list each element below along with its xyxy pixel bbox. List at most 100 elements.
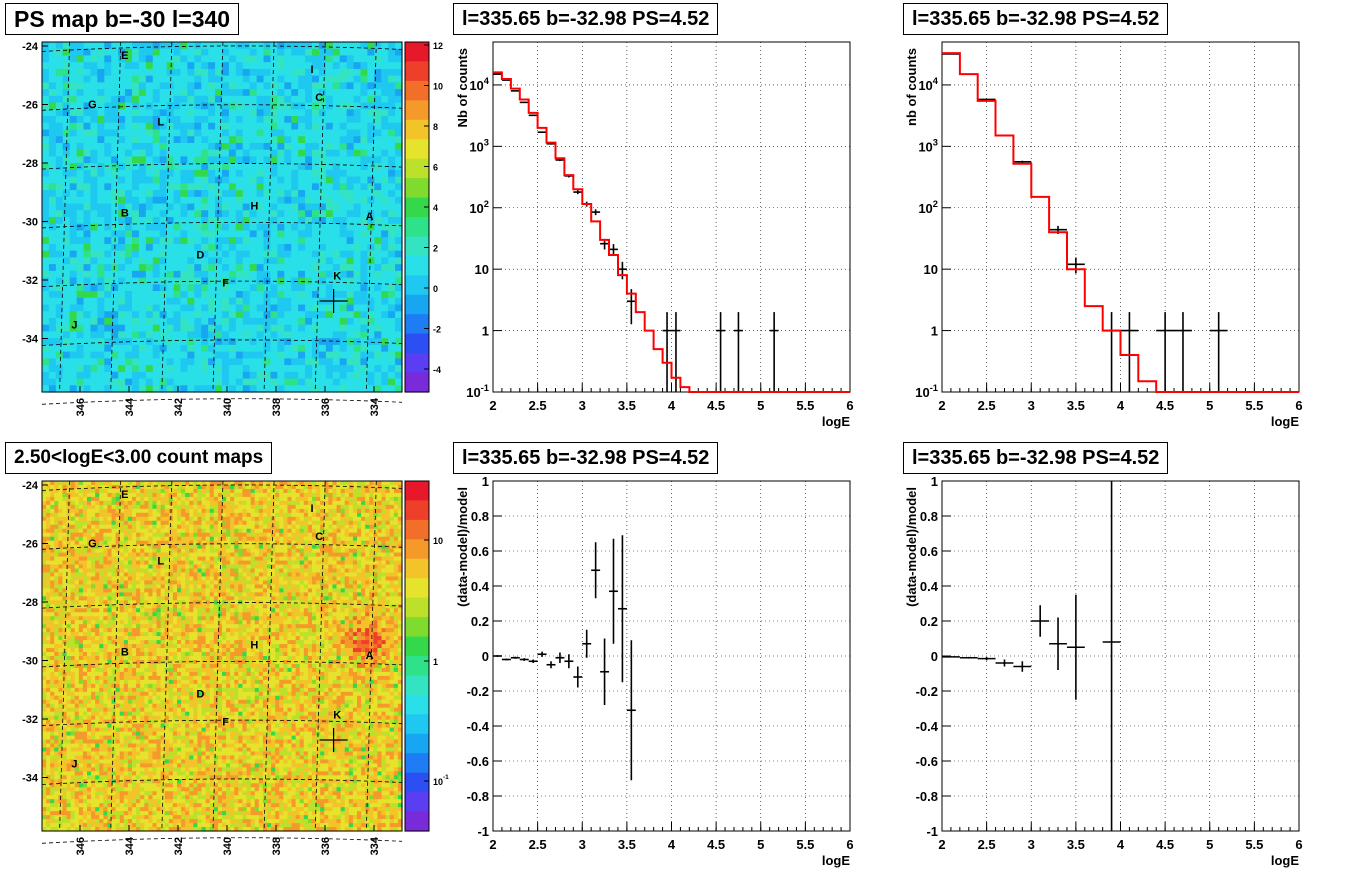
- plot4-ytick: 0.4: [920, 579, 939, 594]
- source-label-i: I: [310, 64, 313, 76]
- source-label-a: A: [366, 211, 374, 223]
- plot4-title: l=335.65 b=-32.98 PS=4.52: [903, 442, 1169, 474]
- plot3-ylabel: (data-model)/model: [455, 487, 470, 607]
- source-label-g: G: [88, 538, 97, 550]
- plot3-ytick: -1: [477, 824, 489, 839]
- plot2-model-line: [942, 52, 1299, 393]
- source-label-l: L: [157, 556, 164, 568]
- plot3-ytick: 0.2: [471, 614, 489, 629]
- plot3-ytick: -0.2: [467, 684, 489, 699]
- plot1-xtick: 4.5: [707, 398, 725, 413]
- plot2-data-points: [942, 53, 1228, 392]
- plot4-data-points: [942, 481, 1121, 831]
- plot4-ytick: 1: [931, 474, 938, 489]
- plot2-ytick: 103: [918, 137, 938, 154]
- plot4-xtick: 4.5: [1156, 837, 1174, 852]
- map1-title: PS map b=-30 l=340: [5, 3, 240, 35]
- plot1-data-points: [493, 73, 779, 392]
- plot2-xtick: 4: [1117, 398, 1125, 413]
- source-label-b: B: [121, 208, 129, 220]
- map2-xtick: 336: [320, 837, 332, 855]
- plot3-grid: [492, 480, 851, 832]
- source-label-d: D: [196, 250, 204, 262]
- plot4-ytick: 0.6: [920, 544, 938, 559]
- plot4-xlabel: logE: [1271, 853, 1299, 868]
- plot4-ytick: 0: [931, 649, 938, 664]
- map1-cbtick: 6: [433, 163, 438, 173]
- plot3-ytick: -0.4: [467, 719, 490, 734]
- plot1-ytick: 104: [469, 76, 489, 93]
- map2-cbtick: 10-1: [433, 774, 449, 787]
- source-label-d: D: [196, 689, 204, 701]
- map2-xtick: 342: [173, 837, 185, 855]
- map2-ytick: -24: [22, 480, 39, 492]
- plot2-xtick: 2.5: [978, 398, 996, 413]
- plot3-xtick: 5: [757, 837, 764, 852]
- source-label-a: A: [366, 650, 374, 662]
- map2-cbtick: 1: [433, 657, 438, 667]
- plot3-ytick: -0.6: [467, 754, 489, 769]
- plot4-grid: [941, 480, 1300, 832]
- plot2-xlabel: logE: [1271, 414, 1299, 429]
- plot4-ytick: -0.6: [916, 754, 938, 769]
- plot4-ytick: 0.8: [920, 509, 938, 524]
- plot3-title: l=335.65 b=-32.98 PS=4.52: [453, 442, 719, 474]
- plot4-xtick: 2: [938, 837, 945, 852]
- map2-frame: [41, 480, 403, 832]
- plot4-ytick: -1: [926, 824, 938, 839]
- plot3-ytick: 0.4: [471, 579, 490, 594]
- plot3-ytick: 0.6: [471, 544, 489, 559]
- source-label-i: I: [310, 503, 313, 515]
- map2-xtick: 346: [75, 837, 87, 855]
- plot1-title: l=335.65 b=-32.98 PS=4.52: [453, 3, 719, 35]
- source-label-c: C: [315, 92, 323, 104]
- map1-cbtick: 4: [433, 203, 438, 213]
- plot4-xtick: 3.5: [1067, 837, 1085, 852]
- plot2-ytick: 1: [931, 324, 938, 339]
- map1-xtick: 334: [369, 397, 381, 416]
- map1-cells: [42, 42, 403, 393]
- plot1-xtick: 3.5: [618, 398, 636, 413]
- plot1-xtick: 5.5: [796, 398, 814, 413]
- plot1-ytick: 103: [469, 137, 489, 154]
- map1-grid: [41, 41, 403, 405]
- map1-cbtick: 8: [433, 122, 438, 132]
- plot4-ytick: 0.2: [920, 614, 938, 629]
- map1-xtick: 344: [124, 397, 136, 416]
- plot3-data-points: [493, 535, 636, 781]
- map1-colorbar: [404, 41, 430, 393]
- plot3-xtick: 6: [846, 837, 853, 852]
- map2-ytick: -32: [22, 714, 38, 726]
- map1-ytick: -32: [22, 275, 38, 287]
- map1-xtick: 340: [222, 398, 234, 416]
- source-label-k: K: [333, 710, 341, 722]
- map2-title: 2.50<logE<3.00 count maps: [5, 442, 273, 474]
- plot3-ytick: 1: [482, 474, 489, 489]
- map1-xtick: 346: [75, 398, 87, 416]
- map1-xtick: 342: [173, 398, 185, 416]
- map1-ytick: -30: [22, 217, 38, 229]
- plot1-ytick: 10: [475, 262, 489, 277]
- plot4-xtick: 5.5: [1245, 837, 1263, 852]
- plot4-xtick: 4: [1117, 837, 1125, 852]
- map1-xtick: 336: [320, 398, 332, 416]
- source-label-j: J: [71, 759, 77, 771]
- plot2-xtick: 2: [938, 398, 945, 413]
- map1-cbtick: -2: [433, 325, 441, 335]
- plot3-ytick: 0.8: [471, 509, 489, 524]
- map2-xtick: 334: [369, 836, 381, 855]
- map2-cbtick: 10: [433, 536, 443, 546]
- source-label-c: C: [315, 531, 323, 543]
- plot3-xtick: 2.5: [529, 837, 547, 852]
- plot3-xtick: 4: [668, 837, 676, 852]
- map2-grid: [41, 480, 403, 844]
- plot1-ytick: 102: [469, 199, 489, 216]
- plot3-ytick: -0.8: [467, 789, 489, 804]
- map2-xtick: 344: [124, 836, 136, 855]
- plot4-xtick: 6: [1295, 837, 1302, 852]
- plot2-ytick: 10: [924, 262, 938, 277]
- plot4-ytick: -0.4: [916, 719, 939, 734]
- plot1-xtick: 2: [489, 398, 496, 413]
- plot2-xtick: 5.5: [1245, 398, 1263, 413]
- map2-xtick: 338: [271, 837, 283, 855]
